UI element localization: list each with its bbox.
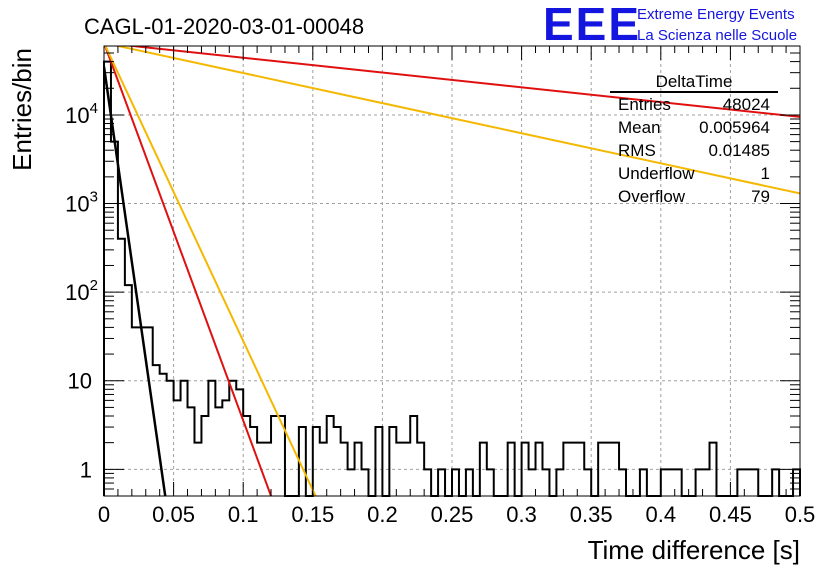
fit-line-3 [104, 46, 317, 496]
fit-line-5 [113, 46, 800, 195]
fit-line-2 [104, 46, 272, 496]
stats-label: Overflow [618, 187, 686, 206]
axis-ticks: 0 0.05 0.1 0.15 0.2 0.25 0.3 0.35 0.4 0.45 0.5 1 10 1… [65, 45, 816, 527]
y-tick-label: 10 [68, 369, 92, 394]
fit-line-4 [123, 46, 800, 118]
y-tick-label: 103 [65, 189, 98, 217]
grid [104, 46, 800, 496]
y-axis-title: Entries/bin [7, 48, 37, 171]
stats-value: 0.01485 [709, 141, 770, 160]
stats-value: 0.005964 [699, 118, 770, 137]
x-tick-label: 0.35 [570, 502, 613, 527]
stats-label: RMS [618, 141, 656, 160]
x-tick-label: 0.5 [785, 502, 816, 527]
chart-title: CAGL-01-2020-03-01-00048 [84, 14, 364, 39]
x-tick-label: 0.05 [152, 502, 195, 527]
stats-label: Underflow [618, 164, 695, 183]
x-tick-label: 0.25 [431, 502, 474, 527]
eee-logo: EEE [543, 0, 641, 50]
logo-line-1: Extreme Energy Events [637, 6, 795, 23]
stats-box: DeltaTime Entries 48024 Mean 0.005964 RMS 0.01… [610, 72, 778, 206]
stats-value: 79 [751, 187, 770, 206]
fit-line-1 [104, 66, 167, 496]
x-tick-label: 0.3 [506, 502, 537, 527]
stats-label: Mean [618, 118, 661, 137]
x-tick-label: 0.15 [291, 502, 334, 527]
x-tick-label: 0.1 [228, 502, 259, 527]
stats-title: DeltaTime [656, 72, 733, 91]
x-tick-label: 0.45 [709, 502, 752, 527]
y-tick-label: 1 [80, 457, 92, 482]
stats-value: 1 [761, 164, 770, 183]
x-tick-label: 0 [98, 502, 110, 527]
x-tick-label: 0.4 [646, 502, 677, 527]
fit-lines [104, 46, 800, 496]
logo-line-2: La Scienza nelle Scuole [637, 27, 797, 44]
x-axis-title: Time difference [s] [588, 535, 800, 565]
y-tick-label: 102 [65, 277, 98, 305]
stats-label: Entries [618, 95, 671, 114]
stats-value: 48024 [723, 95, 770, 114]
y-tick-label: 104 [65, 100, 98, 128]
x-tick-label: 0.2 [367, 502, 398, 527]
